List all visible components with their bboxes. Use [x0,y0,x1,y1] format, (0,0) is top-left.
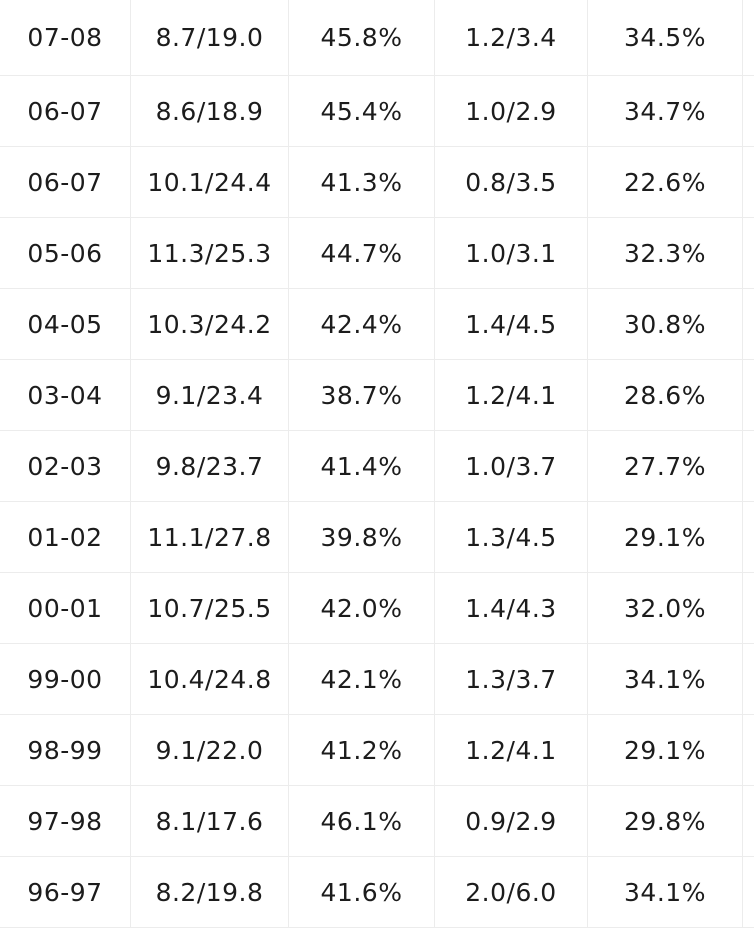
field-goal-pct-cell: 41.3% [289,147,435,218]
field-goals-cell: 9.1/23.4 [131,360,289,431]
edge-cell [743,857,754,928]
field-goals-cell: 8.2/19.8 [131,857,289,928]
field-goals-cell: 11.3/25.3 [131,218,289,289]
three-pointers-cell: 0.9/2.9 [435,786,588,857]
field-goal-pct-cell: 42.4% [289,289,435,360]
edge-cell [743,360,754,431]
three-point-pct-cell: 29.1% [588,715,743,786]
field-goals-cell: 10.3/24.2 [131,289,289,360]
edge-cell [743,644,754,715]
edge-cell [743,786,754,857]
edge-cell [743,0,754,76]
three-pointers-cell: 1.2/4.1 [435,715,588,786]
field-goal-pct-cell: 38.7% [289,360,435,431]
three-pointers-cell: 1.4/4.5 [435,289,588,360]
three-pointers-cell: 1.2/3.4 [435,0,588,76]
field-goals-cell: 8.1/17.6 [131,786,289,857]
three-point-pct-cell: 27.7% [588,431,743,502]
season-cell: 00-01 [0,573,131,644]
field-goal-pct-cell: 41.6% [289,857,435,928]
edge-cell [743,147,754,218]
three-pointers-cell: 1.0/3.1 [435,218,588,289]
edge-cell [743,431,754,502]
field-goal-pct-cell: 39.8% [289,502,435,573]
three-point-pct-cell: 32.3% [588,218,743,289]
three-pointers-cell: 1.3/3.7 [435,644,588,715]
edge-cell [743,289,754,360]
three-point-pct-cell: 34.5% [588,0,743,76]
three-point-pct-cell: 30.8% [588,289,743,360]
field-goals-cell: 8.7/19.0 [131,0,289,76]
three-point-pct-cell: 29.1% [588,502,743,573]
field-goal-pct-cell: 46.1% [289,786,435,857]
three-pointers-cell: 1.0/3.7 [435,431,588,502]
field-goal-pct-cell: 45.4% [289,76,435,147]
three-pointers-cell: 0.8/3.5 [435,147,588,218]
field-goals-cell: 10.4/24.8 [131,644,289,715]
season-cell: 98-99 [0,715,131,786]
field-goal-pct-cell: 42.0% [289,573,435,644]
three-pointers-cell: 2.0/6.0 [435,857,588,928]
edge-cell [743,76,754,147]
edge-cell [743,715,754,786]
season-cell: 99-00 [0,644,131,715]
season-cell: 07-08 [0,0,131,76]
season-cell: 06-07 [0,147,131,218]
season-cell: 02-03 [0,431,131,502]
three-pointers-cell: 1.3/4.5 [435,502,588,573]
field-goal-pct-cell: 42.1% [289,644,435,715]
three-point-pct-cell: 22.6% [588,147,743,218]
season-cell: 05-06 [0,218,131,289]
three-point-pct-cell: 32.0% [588,573,743,644]
edge-cell [743,218,754,289]
field-goals-cell: 10.7/25.5 [131,573,289,644]
edge-cell [743,573,754,644]
field-goal-pct-cell: 44.7% [289,218,435,289]
field-goals-cell: 9.8/23.7 [131,431,289,502]
field-goals-cell: 10.1/24.4 [131,147,289,218]
three-pointers-cell: 1.4/4.3 [435,573,588,644]
season-cell: 96-97 [0,857,131,928]
season-cell: 03-04 [0,360,131,431]
field-goals-cell: 9.1/22.0 [131,715,289,786]
three-point-pct-cell: 34.7% [588,76,743,147]
three-point-pct-cell: 34.1% [588,644,743,715]
field-goals-cell: 8.6/18.9 [131,76,289,147]
field-goals-cell: 11.1/27.8 [131,502,289,573]
season-cell: 06-07 [0,76,131,147]
field-goal-pct-cell: 45.8% [289,0,435,76]
three-point-pct-cell: 29.8% [588,786,743,857]
season-cell: 97-98 [0,786,131,857]
season-cell: 04-05 [0,289,131,360]
three-point-pct-cell: 28.6% [588,360,743,431]
three-point-pct-cell: 34.1% [588,857,743,928]
three-pointers-cell: 1.0/2.9 [435,76,588,147]
three-pointers-cell: 1.2/4.1 [435,360,588,431]
field-goal-pct-cell: 41.4% [289,431,435,502]
field-goal-pct-cell: 41.2% [289,715,435,786]
edge-cell [743,502,754,573]
season-cell: 01-02 [0,502,131,573]
